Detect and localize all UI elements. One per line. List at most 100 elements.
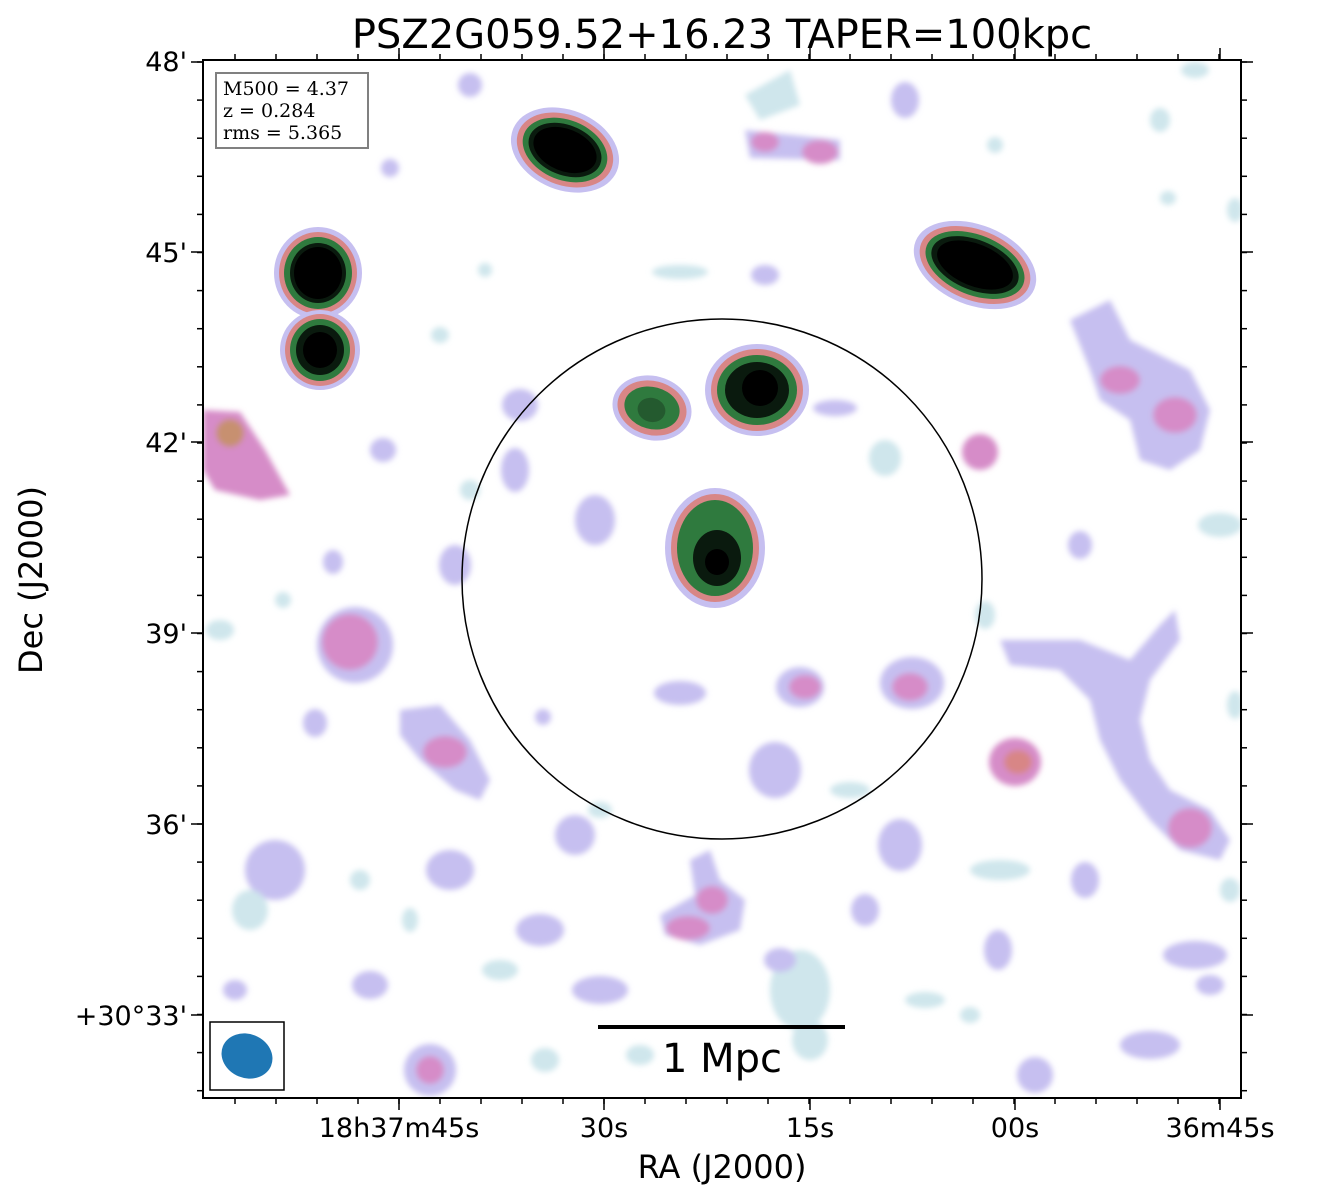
plot-frame (202, 59, 1242, 1099)
northeast-compact-source (913, 220, 1037, 310)
info-m500: M500 = 4.37 (223, 78, 349, 100)
scale-bar-label: 1 Mpc (662, 1036, 782, 1082)
beam-box (209, 1021, 285, 1091)
faint-patch (402, 908, 418, 932)
x-tick-label: 15s (786, 1113, 834, 1144)
info-rms: rms = 5.365 (223, 122, 342, 144)
faint-patch (431, 327, 449, 343)
faint-patch (531, 1048, 559, 1072)
faint-patch (666, 916, 710, 940)
faint-patch (960, 1007, 980, 1023)
faint-patch (891, 82, 919, 118)
y-tick-label: 45' (145, 238, 187, 269)
faint-patch (905, 992, 945, 1008)
faint-patch (745, 70, 800, 120)
faint-patch (575, 495, 615, 545)
faint-patch (751, 265, 779, 285)
x-tick-label: 30s (580, 1113, 628, 1144)
faint-patch (352, 971, 388, 999)
faint-patch (1181, 62, 1209, 78)
faint-patch (458, 73, 482, 97)
faint-patch (1153, 397, 1197, 433)
faint-patch (1120, 1031, 1180, 1059)
faint-patch (1150, 108, 1170, 132)
faint-patch (1227, 198, 1241, 222)
faint-patch (802, 140, 838, 164)
faint-patch (245, 840, 305, 900)
faint-patch (423, 736, 467, 768)
faint-patch (370, 438, 396, 462)
faint-patch (830, 782, 870, 798)
faint-patch (970, 860, 1030, 880)
faint-patch (751, 132, 779, 152)
faint-patch (1227, 691, 1241, 719)
faint-patch (1100, 366, 1140, 394)
x-tick-label: 18h37m45s (319, 1113, 480, 1144)
faint-patch (1000, 610, 1230, 860)
faint-patch (813, 400, 857, 416)
faint-patch (323, 550, 343, 574)
y-tick-label: 42' (145, 428, 187, 459)
faint-patch (1017, 1057, 1053, 1093)
faint-patch (987, 137, 1003, 153)
faint-patch (626, 1045, 654, 1065)
y-axis-label: Dec (J2000) (12, 486, 50, 674)
faint-patch (1004, 750, 1032, 774)
north-compact-source (510, 107, 620, 193)
x-axis-label: RA (J2000) (638, 1148, 807, 1186)
radio-map (203, 60, 1241, 1098)
faint-patch (1068, 531, 1092, 559)
faint-patch (416, 1056, 444, 1084)
info-redshift: z = 0.284 (223, 100, 315, 122)
faint-patch (439, 545, 471, 585)
scale-bar: 1 Mpc (598, 1025, 845, 1082)
faint-patch (892, 673, 928, 701)
faint-patch (1168, 808, 1212, 848)
faint-patch (764, 948, 796, 972)
faint-patch (654, 681, 706, 705)
faint-patch (350, 870, 370, 890)
faint-patch (749, 742, 801, 798)
faint-patch (789, 675, 821, 699)
axis-ticks (191, 48, 1253, 1110)
y-tick-label: 39' (145, 619, 187, 650)
faint-patch (962, 434, 998, 470)
faint-patch (851, 894, 879, 926)
northwest-double-source-lower (280, 310, 360, 390)
faint-patch (502, 389, 538, 421)
faint-patch (535, 709, 551, 725)
faint-patch (516, 914, 564, 946)
faint-patch (1160, 191, 1176, 205)
faint-patch (426, 850, 474, 890)
faint-patch (223, 980, 247, 1000)
faint-patch (275, 592, 291, 608)
chart-title: PSZ2G059.52+16.23 TAPER=100kpc (352, 12, 1092, 58)
y-tick-label: 48' (145, 47, 187, 78)
faint-patch (206, 620, 234, 640)
faint-patch (501, 448, 529, 492)
info-box: M500 = 4.37 z = 0.284 rms = 5.365 (215, 72, 369, 149)
diffuse-emission (203, 62, 1241, 1096)
upper-middle-source (705, 344, 809, 436)
x-tick-labels: 18h37m45s 30s 15s 00s 36m45s (319, 1113, 1275, 1144)
faint-patch (1198, 513, 1241, 537)
x-tick-label: 00s (991, 1113, 1039, 1144)
central-compact-source (665, 488, 765, 608)
compact-sources (274, 107, 1037, 608)
faint-patch (792, 1020, 828, 1060)
faint-patch (572, 976, 628, 1004)
y-tick-label: +30°33' (75, 1001, 187, 1032)
faint-patch (878, 819, 922, 871)
faint-patch (216, 419, 244, 447)
faint-patch (460, 480, 480, 500)
r500-circle (461, 318, 983, 840)
faint-patch (1163, 941, 1227, 969)
faint-patch (1196, 975, 1224, 995)
upper-left-source (612, 375, 692, 441)
y-tick-labels: 48' 45' 42' 39' 36' +30°33' (75, 47, 187, 1032)
faint-patch (984, 930, 1012, 970)
faint-patch (322, 614, 378, 670)
faint-patch (696, 886, 728, 914)
y-tick-label: 36' (145, 810, 187, 841)
